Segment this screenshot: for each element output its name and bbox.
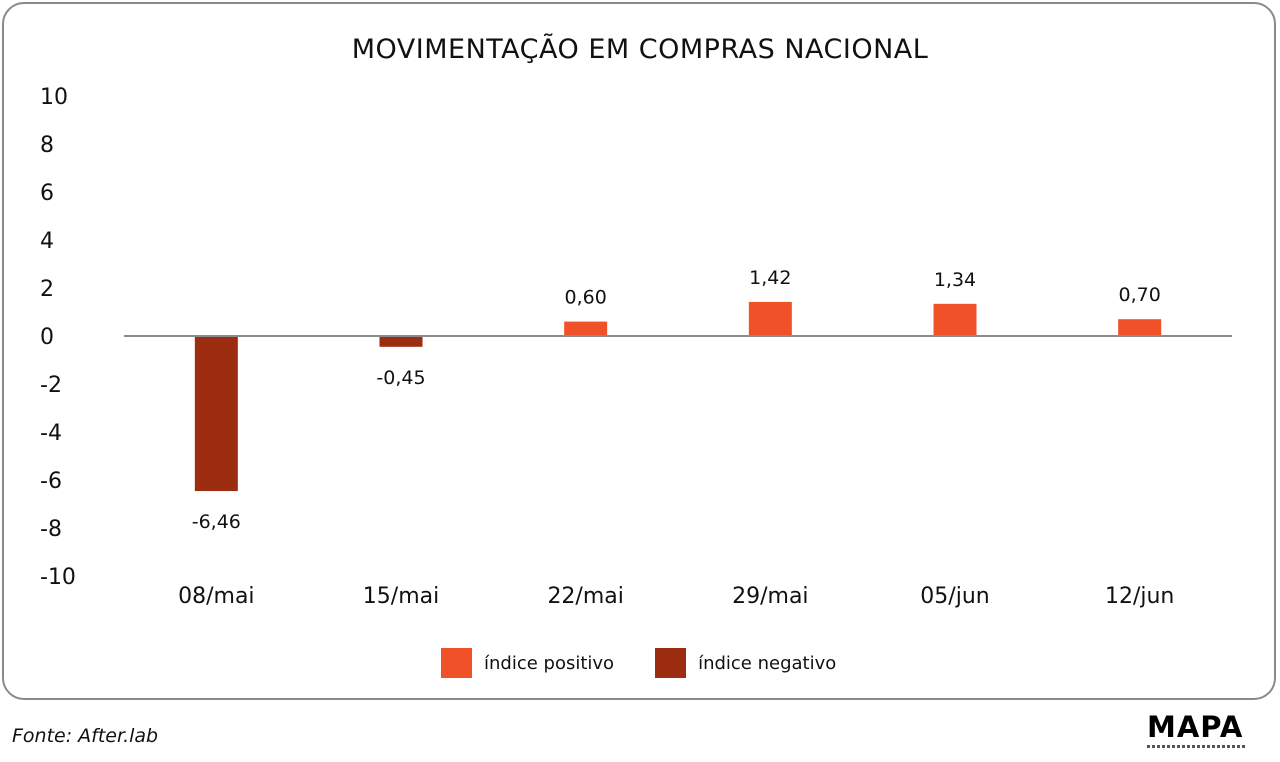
legend-item-positive: índice positivo xyxy=(441,648,614,678)
bar xyxy=(564,321,608,336)
legend-label-positive: índice positivo xyxy=(484,652,615,674)
data-label: -0,45 xyxy=(376,367,425,389)
legend-swatch-negative xyxy=(655,648,687,678)
x-tick-label: 22/mai xyxy=(547,584,623,609)
y-tick-label: -4 xyxy=(40,421,62,446)
y-tick-label: -10 xyxy=(40,565,76,590)
y-tick-label: 8 xyxy=(40,133,54,158)
y-axis-ticks: 10 8 6 4 2 0 -2 -4 -6 -8 -10 xyxy=(40,85,76,590)
y-tick-label: 0 xyxy=(40,325,54,350)
bar xyxy=(1118,319,1162,336)
x-tick-label: 12/jun xyxy=(1105,584,1174,609)
data-label: -6,46 xyxy=(192,511,241,533)
source-note: Fonte: After.lab xyxy=(12,725,159,747)
brand-logo: MAPA xyxy=(1147,712,1245,752)
data-label: 1,42 xyxy=(749,267,791,289)
data-label: 0,70 xyxy=(1119,284,1161,306)
x-axis-ticks: 08/mai 15/mai 22/mai 29/mai 05/jun 12/jun xyxy=(178,584,1174,609)
logo-text: MAPA xyxy=(1147,710,1244,744)
data-label: 1,34 xyxy=(934,269,976,291)
logo-tagline xyxy=(1147,745,1245,748)
plot-area: 10 8 6 4 2 0 -2 -4 -6 -8 -10 -6,46 -0,45 0,60 1,42 1,3… xyxy=(40,85,1232,609)
legend-item-negative: índice negativo xyxy=(655,648,836,678)
data-label: 0,60 xyxy=(565,287,607,309)
y-tick-label: 6 xyxy=(40,181,54,206)
y-tick-label: 4 xyxy=(40,229,54,254)
x-tick-label: 15/mai xyxy=(363,584,439,609)
bar xyxy=(933,303,977,336)
y-tick-label: -6 xyxy=(40,469,62,494)
legend-label-negative: índice negativo xyxy=(698,652,837,674)
y-tick-label: 10 xyxy=(40,85,68,110)
bar xyxy=(194,336,238,492)
y-tick-label: -8 xyxy=(40,517,62,542)
x-tick-label: 29/mai xyxy=(732,584,808,609)
data-labels: -6,46 -0,45 0,60 1,42 1,34 0,70 xyxy=(192,267,1161,533)
bars xyxy=(194,301,1162,492)
bar xyxy=(748,301,792,336)
y-tick-label: 2 xyxy=(40,277,54,302)
chart-frame xyxy=(2,2,1276,700)
legend-swatch-positive xyxy=(441,648,472,678)
y-tick-label: -2 xyxy=(40,373,62,398)
chart-title: MOVIMENTAÇÃO EM COMPRAS NACIONAL xyxy=(351,34,929,65)
bar xyxy=(379,336,423,347)
x-tick-label: 05/jun xyxy=(920,584,989,609)
x-tick-label: 08/mai xyxy=(178,584,254,609)
legend: índice positivo índice negativo xyxy=(441,648,836,678)
